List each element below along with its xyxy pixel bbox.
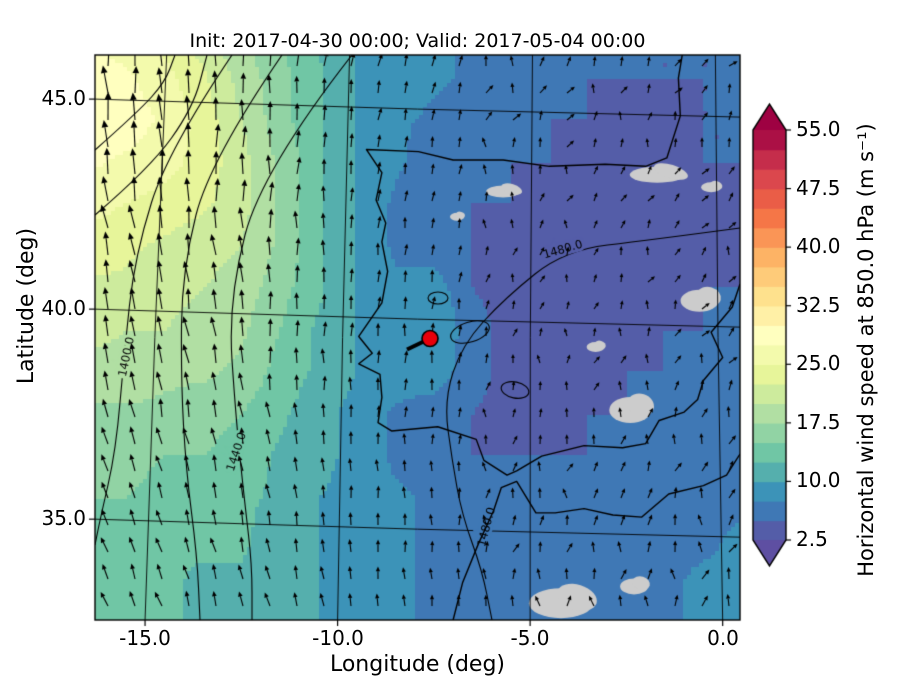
y-tick-label: 45.0	[41, 86, 86, 110]
colorbar-tick-label: 2.5	[796, 527, 828, 551]
x-tick-label: -5.0	[510, 626, 550, 650]
plot-title: Init: 2017-04-30 00:00; Valid: 2017-05-0…	[189, 30, 646, 52]
x-tick-label: -15.0	[119, 626, 171, 650]
y-tick-label: 35.0	[41, 506, 86, 530]
y-tick-label: 40.0	[41, 296, 86, 320]
colorbar-label: Horizontal wind speed at 850.0 hPa (m s⁻…	[854, 123, 878, 577]
colorbar-tick-label: 17.5	[796, 410, 841, 434]
x-tick-label: -10.0	[312, 626, 364, 650]
x-tick-label: 0.0	[707, 626, 739, 650]
x-axis-label: Longitude (deg)	[329, 652, 506, 677]
colorbar-tick-label: 25.0	[796, 351, 841, 375]
colorbar-tick-label: 47.5	[796, 176, 841, 200]
colorbar-tick-label: 32.5	[796, 293, 841, 317]
colorbar-tick-label: 40.0	[796, 234, 841, 258]
colorbar-tick-label: 10.0	[796, 468, 841, 492]
colorbar-tick-label: 55.0	[796, 117, 841, 141]
